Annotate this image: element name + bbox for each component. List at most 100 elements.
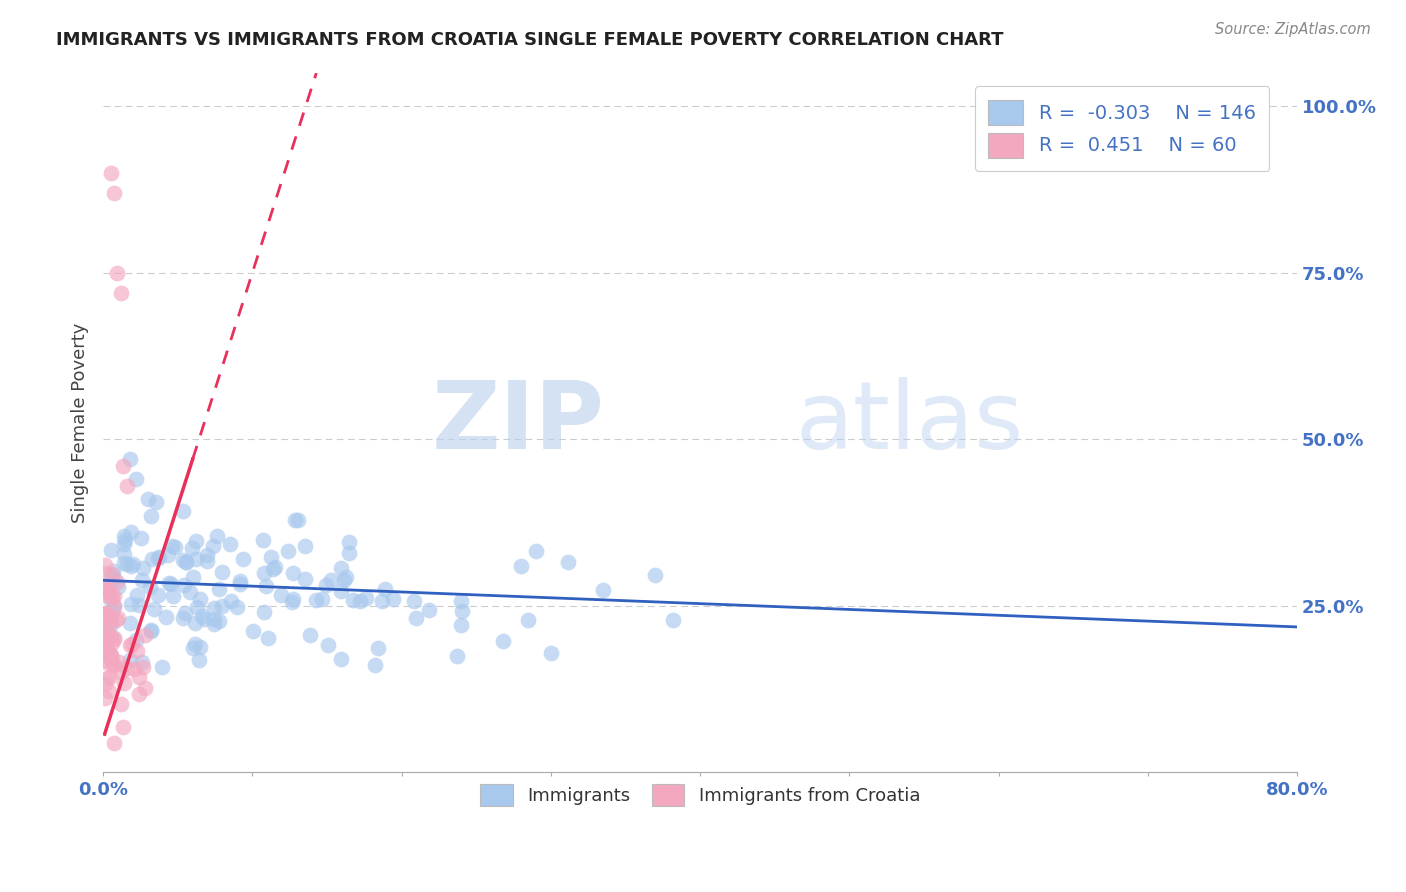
Point bbox=[142, 602, 165, 616]
Point bbox=[107, 610, 129, 624]
Point bbox=[100, 651, 122, 665]
Text: atlas: atlas bbox=[796, 376, 1024, 468]
Point bbox=[94, 634, 117, 648]
Point bbox=[139, 624, 162, 638]
Point bbox=[180, 541, 202, 556]
Point bbox=[450, 617, 472, 632]
Point bbox=[202, 539, 225, 553]
Point bbox=[330, 583, 353, 598]
Point bbox=[103, 632, 125, 646]
Text: Source: ZipAtlas.com: Source: ZipAtlas.com bbox=[1215, 22, 1371, 37]
Point bbox=[446, 648, 468, 663]
Point bbox=[172, 611, 194, 625]
Point bbox=[112, 547, 135, 561]
Point bbox=[122, 662, 145, 676]
Point bbox=[186, 599, 208, 614]
Point bbox=[181, 640, 204, 655]
Point bbox=[93, 558, 115, 572]
Point bbox=[100, 166, 122, 180]
Point bbox=[374, 582, 396, 596]
Point bbox=[100, 566, 122, 581]
Point bbox=[97, 684, 120, 698]
Point bbox=[93, 634, 115, 648]
Point bbox=[184, 636, 207, 650]
Point bbox=[524, 543, 547, 558]
Point bbox=[181, 570, 204, 584]
Point bbox=[125, 632, 148, 647]
Point bbox=[96, 642, 118, 657]
Point bbox=[160, 539, 183, 553]
Point bbox=[404, 594, 426, 608]
Point bbox=[337, 546, 360, 560]
Point bbox=[141, 552, 163, 566]
Point bbox=[94, 638, 117, 652]
Point bbox=[103, 589, 125, 603]
Point bbox=[114, 557, 136, 571]
Point bbox=[105, 613, 128, 627]
Point bbox=[120, 653, 142, 667]
Point bbox=[103, 186, 125, 200]
Point bbox=[229, 577, 252, 591]
Point bbox=[111, 458, 134, 473]
Point bbox=[418, 602, 440, 616]
Point bbox=[208, 582, 231, 596]
Point bbox=[94, 634, 117, 648]
Point bbox=[157, 548, 180, 562]
Point bbox=[101, 590, 124, 604]
Point bbox=[179, 585, 201, 599]
Point bbox=[125, 644, 148, 658]
Point bbox=[254, 579, 277, 593]
Point bbox=[157, 576, 180, 591]
Point bbox=[94, 566, 117, 581]
Point bbox=[184, 551, 207, 566]
Point bbox=[98, 647, 121, 661]
Point bbox=[112, 529, 135, 543]
Point bbox=[232, 552, 254, 566]
Point bbox=[262, 562, 284, 576]
Point bbox=[188, 591, 211, 606]
Point bbox=[516, 613, 538, 627]
Text: ZIP: ZIP bbox=[432, 376, 605, 468]
Y-axis label: Single Female Poverty: Single Female Poverty bbox=[72, 322, 89, 523]
Point bbox=[211, 599, 233, 613]
Point bbox=[299, 628, 322, 642]
Point bbox=[100, 617, 122, 632]
Point bbox=[94, 582, 117, 597]
Point bbox=[103, 736, 125, 750]
Point bbox=[176, 555, 198, 569]
Point bbox=[644, 567, 666, 582]
Point bbox=[97, 584, 120, 599]
Point bbox=[103, 565, 125, 579]
Point bbox=[103, 657, 125, 672]
Point bbox=[354, 591, 377, 605]
Point bbox=[252, 533, 274, 548]
Point bbox=[114, 676, 136, 690]
Point bbox=[329, 561, 352, 575]
Point bbox=[93, 583, 115, 598]
Point bbox=[128, 598, 150, 612]
Point bbox=[121, 637, 143, 651]
Point bbox=[174, 555, 197, 569]
Point bbox=[342, 593, 364, 607]
Point bbox=[281, 566, 304, 581]
Point bbox=[107, 580, 129, 594]
Point bbox=[127, 588, 149, 602]
Point bbox=[128, 670, 150, 684]
Point bbox=[114, 533, 136, 547]
Point bbox=[162, 589, 184, 603]
Point bbox=[364, 657, 387, 672]
Point bbox=[155, 610, 177, 624]
Point bbox=[150, 659, 173, 673]
Point bbox=[280, 595, 302, 609]
Point bbox=[111, 720, 134, 734]
Point bbox=[100, 612, 122, 626]
Point bbox=[191, 609, 214, 624]
Point bbox=[112, 537, 135, 551]
Point bbox=[110, 285, 132, 300]
Point bbox=[97, 656, 120, 670]
Point bbox=[96, 626, 118, 640]
Point bbox=[332, 573, 354, 587]
Point bbox=[284, 513, 307, 527]
Point bbox=[97, 620, 120, 634]
Point bbox=[141, 508, 163, 523]
